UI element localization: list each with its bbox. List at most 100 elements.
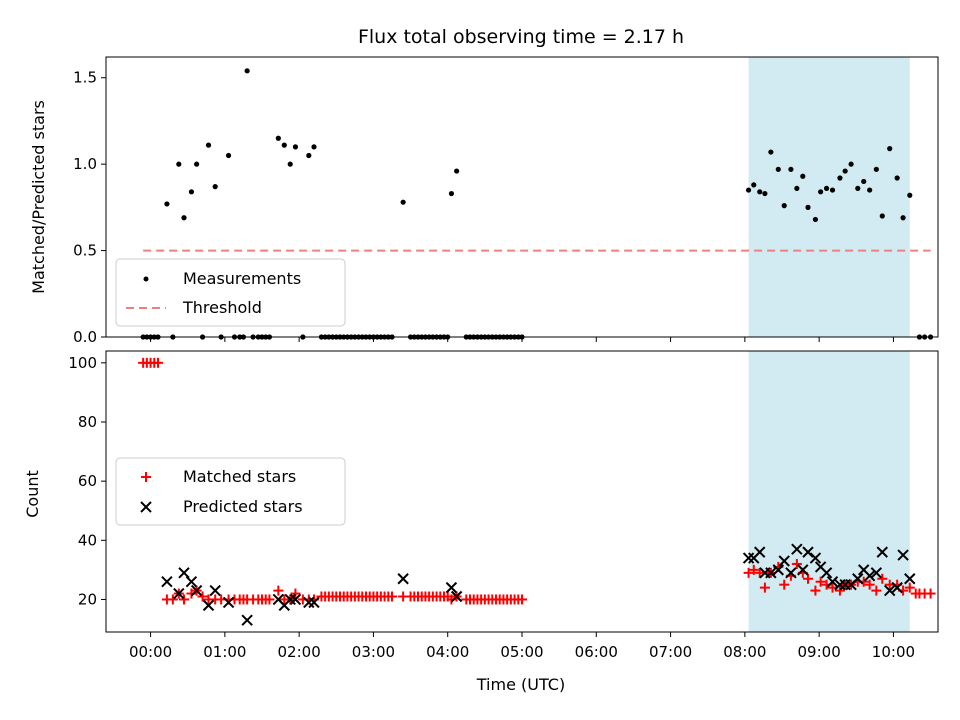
matched-star-point	[273, 585, 284, 596]
measurement-point	[212, 184, 218, 190]
measurement-point	[306, 152, 312, 159]
measurement-point	[805, 204, 811, 210]
matched-star-point	[167, 594, 178, 605]
matched-star-point	[197, 591, 208, 602]
measurement-point	[829, 187, 836, 193]
predicted-star-point	[884, 584, 896, 597]
x-tick-label: 07:00	[649, 643, 692, 661]
y-tick-label: 0.0	[73, 328, 97, 346]
measurement-point	[176, 161, 182, 167]
measurement-point	[762, 190, 768, 197]
measurement-point	[837, 175, 843, 181]
predicted-star-point	[802, 546, 814, 558]
predicted-star-point	[791, 543, 803, 555]
top-legend-box	[115, 258, 346, 327]
x-axis-label: Time (UTC)	[476, 675, 565, 694]
measurement-point	[794, 185, 800, 191]
observing-window-top	[748, 57, 910, 337]
measurement-point	[900, 215, 906, 221]
bottom-legend: Matched stars Predicted stars	[115, 457, 346, 526]
predicted-star-point	[809, 552, 822, 564]
matched-star-point	[387, 591, 397, 602]
predicted-star-point	[778, 555, 790, 567]
matched-star-point	[264, 594, 275, 605]
measurement-point	[823, 185, 830, 191]
predicted-star-point	[173, 587, 185, 600]
measurement-point	[454, 168, 460, 174]
measurement-point	[745, 187, 752, 193]
measurement-point	[800, 173, 806, 179]
measurement-point	[788, 166, 794, 172]
predicted-star-point	[161, 576, 173, 588]
matched-star-point	[290, 588, 301, 599]
matched-star-point	[179, 594, 189, 605]
predicted-star-point	[178, 567, 190, 579]
predicted-star-point	[289, 593, 302, 606]
measurement-point	[244, 68, 250, 74]
x-tick-label: 04:00	[426, 643, 469, 661]
observing-window-bottom	[748, 351, 910, 632]
x-tick-label: 05:00	[500, 643, 543, 661]
x-tick-label: 00:00	[129, 643, 172, 661]
y-tick-label: 0.5	[73, 242, 97, 260]
x-tick-label: 02:00	[278, 643, 321, 661]
matched-star-point	[877, 573, 888, 584]
predicted-star-point	[863, 570, 876, 582]
measurement-point	[775, 166, 781, 172]
count-panel: 20 40 60 80 100 00:00 01:00 02:00 03:00 04:00 05:…	[23, 350, 939, 694]
matched-star-point	[517, 594, 527, 605]
matched-star-point	[815, 576, 826, 587]
matched-star-point	[904, 582, 915, 593]
predicted-star-point	[852, 573, 864, 585]
measurement-point	[907, 192, 913, 198]
predicted-star-point	[891, 581, 903, 594]
measurement-point	[887, 146, 893, 152]
matched-star-point	[759, 582, 770, 593]
measurement-point	[188, 189, 195, 195]
measurement-point	[164, 201, 170, 207]
measurement-point	[281, 142, 287, 148]
measurement-point	[205, 142, 212, 148]
x-tick-label: 10:00	[872, 643, 915, 661]
matched-star-point	[803, 573, 813, 584]
matched-legend-marker	[141, 472, 151, 482]
measurement-point	[812, 216, 819, 223]
matched-star-point	[779, 579, 790, 590]
predicted-star-point	[797, 564, 809, 576]
y-tick-label: 40	[78, 531, 97, 549]
measurement-point	[855, 185, 861, 191]
matched-star-point	[153, 357, 163, 368]
measurement-point	[448, 190, 455, 197]
predicted-star-point	[834, 578, 846, 591]
predicted-star-point	[765, 567, 777, 579]
matched-star-point	[791, 558, 802, 569]
predicted-star-point	[303, 596, 315, 609]
predicted-star-point	[870, 567, 883, 579]
x-tick-label: 09:00	[798, 643, 841, 661]
legend-threshold: Threshold	[182, 298, 262, 317]
measurement-point	[757, 189, 763, 195]
measurement-point	[400, 199, 406, 205]
x-tick-label: 08:00	[723, 643, 766, 661]
measurement-point	[751, 182, 757, 188]
predicted-star-point	[241, 614, 253, 626]
measurement-point	[842, 168, 848, 174]
measurement-point	[181, 215, 187, 221]
matched-star-point	[834, 585, 845, 596]
measurements-legend-marker	[143, 276, 149, 282]
predicted-star-point	[450, 590, 463, 603]
measurement-point	[194, 161, 200, 167]
predicted-star-point	[897, 549, 909, 561]
top-legend: Measurements Threshold	[115, 258, 346, 327]
legend-predicted-stars: Predicted stars	[183, 497, 303, 516]
predicted-legend-marker	[140, 501, 152, 513]
measurement-point	[873, 166, 879, 172]
matched-star-point	[925, 588, 936, 599]
bottom-legend-box	[115, 457, 346, 526]
measurement-point	[861, 178, 867, 185]
predicted-star-point	[820, 567, 833, 579]
measurement-point	[818, 189, 824, 195]
measurement-point	[275, 135, 281, 141]
chart-title: Flux total observing time = 2.17 h	[358, 26, 684, 48]
matched-star-point	[871, 585, 882, 596]
